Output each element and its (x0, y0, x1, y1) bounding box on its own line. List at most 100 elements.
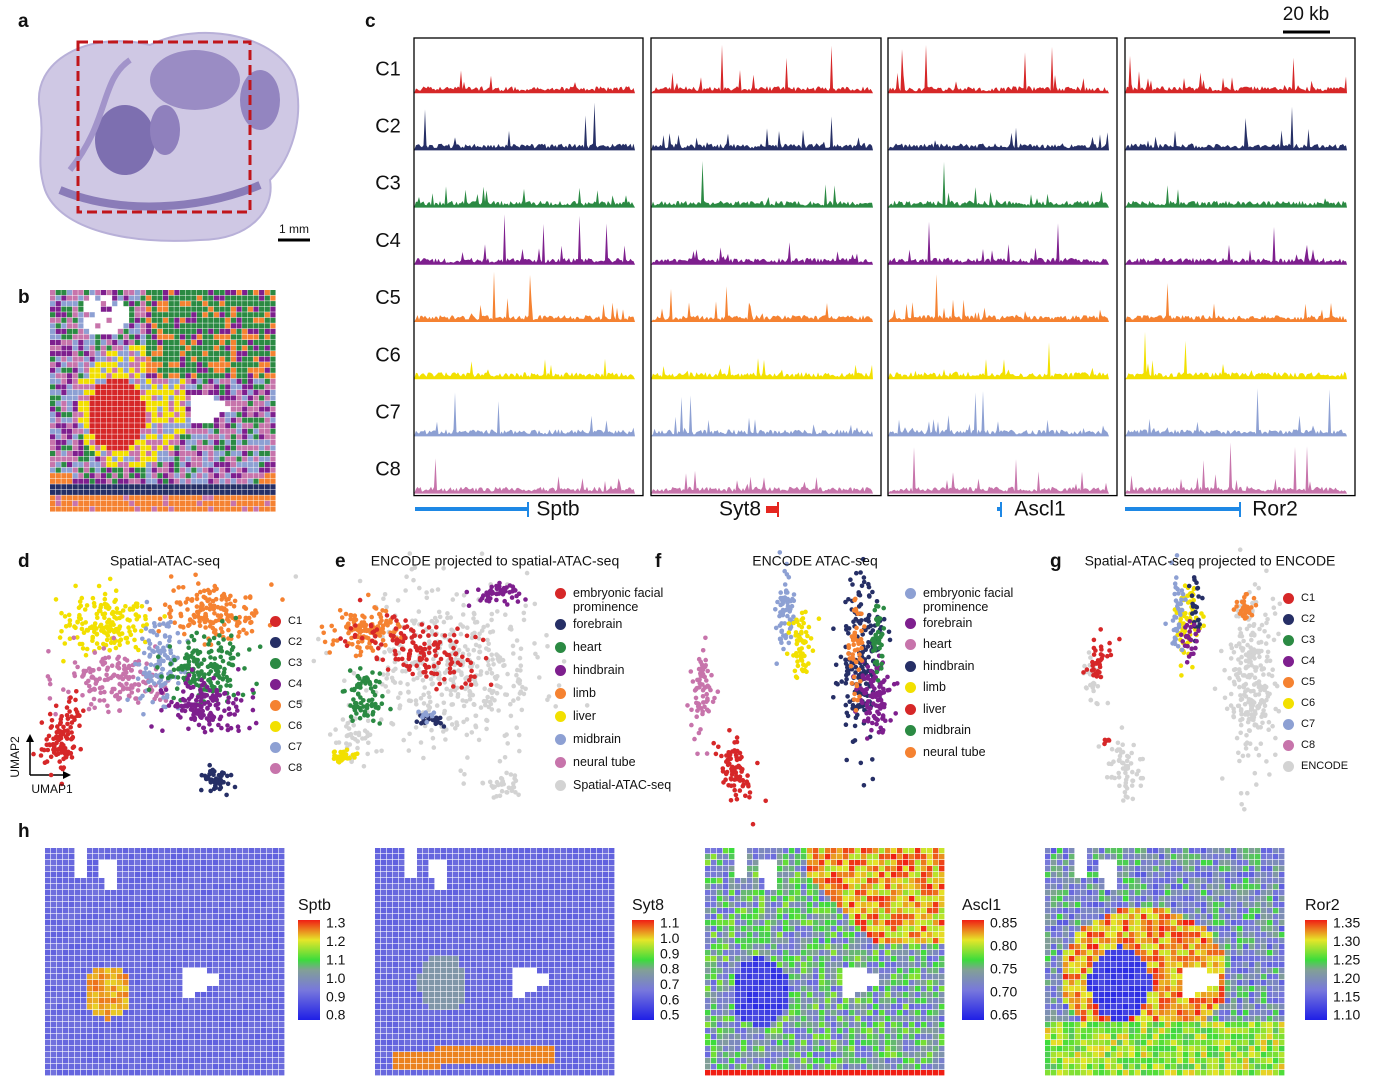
cell-point (378, 671, 383, 676)
cell-point (176, 631, 181, 636)
cell-point (421, 629, 426, 634)
cell-point (852, 608, 857, 613)
cell-point (1097, 670, 1102, 675)
spot (242, 318, 247, 323)
cell-point (494, 794, 499, 799)
spot (259, 379, 264, 384)
spot (152, 384, 157, 389)
spot (225, 373, 230, 378)
cell-point (237, 615, 242, 620)
spot (225, 340, 230, 345)
spot (180, 373, 185, 378)
cell-point (398, 680, 403, 685)
cell-point (428, 700, 433, 705)
spot (231, 379, 236, 384)
spot (259, 373, 264, 378)
cell-point (519, 647, 524, 652)
cell-point (442, 677, 447, 682)
cell-point (229, 633, 234, 638)
cell-point (1213, 687, 1218, 692)
cell-point (465, 658, 470, 663)
spot (107, 501, 112, 506)
spot (67, 329, 72, 334)
spot (265, 351, 270, 356)
spot (123, 407, 128, 412)
spot (169, 351, 174, 356)
cell-point (848, 577, 853, 582)
spot (152, 473, 157, 478)
spot (163, 351, 168, 356)
spot (253, 407, 258, 412)
spot (152, 307, 157, 312)
spot (107, 429, 112, 434)
cell-point (158, 617, 163, 622)
cell-point (62, 765, 67, 770)
spot (231, 390, 236, 395)
spot (123, 490, 128, 495)
spot (50, 423, 55, 428)
spot (50, 479, 55, 484)
spot (101, 429, 106, 434)
spot (220, 379, 225, 384)
cell-point (1236, 751, 1241, 756)
cell-point (228, 678, 233, 683)
spot (231, 457, 236, 462)
cell-point (407, 732, 412, 737)
cell-point (544, 633, 549, 638)
cell-point (465, 717, 470, 722)
spot (253, 506, 258, 511)
cell-point (348, 732, 353, 737)
spot (107, 390, 112, 395)
spot (73, 362, 78, 367)
spot (169, 346, 174, 351)
cell-point (700, 709, 705, 714)
spot (214, 495, 219, 500)
cell-point (431, 736, 436, 741)
cell-point (172, 620, 177, 625)
spot (107, 418, 112, 423)
signal-track (888, 274, 1109, 322)
spot (191, 423, 196, 428)
cell-point (1112, 776, 1117, 781)
cell-point (459, 632, 464, 637)
spot (259, 368, 264, 373)
spot (107, 484, 112, 489)
cell-point (220, 594, 225, 599)
spot (197, 451, 202, 456)
spot (84, 440, 89, 445)
cell-point (189, 654, 194, 659)
spot (231, 495, 236, 500)
spot (203, 362, 208, 367)
spot (259, 462, 264, 467)
cell-point (469, 669, 474, 674)
signal-track (651, 161, 873, 208)
cell-point (716, 689, 721, 694)
spot (180, 407, 185, 412)
cell-point (850, 582, 855, 587)
cell-point (1241, 639, 1246, 644)
spot (265, 346, 270, 351)
cell-point (1254, 782, 1259, 787)
cell-point (743, 794, 748, 799)
spot (78, 384, 83, 389)
cell-point (1183, 597, 1188, 602)
spot (118, 451, 123, 456)
cell-point (1117, 637, 1122, 642)
cell-point (795, 654, 800, 659)
cell-point (866, 644, 871, 649)
cell-point (1261, 708, 1266, 713)
spot (208, 423, 213, 428)
cell-point (700, 682, 705, 687)
spot (220, 301, 225, 306)
cell-point (1173, 581, 1178, 586)
cell-point (785, 614, 790, 619)
spot (236, 318, 241, 323)
spot (50, 401, 55, 406)
spot (123, 357, 128, 362)
spot (140, 479, 145, 484)
cell-point (1092, 646, 1097, 651)
cell-point (200, 709, 205, 714)
spot (78, 368, 83, 373)
spot (174, 296, 179, 301)
cell-point (107, 648, 112, 653)
